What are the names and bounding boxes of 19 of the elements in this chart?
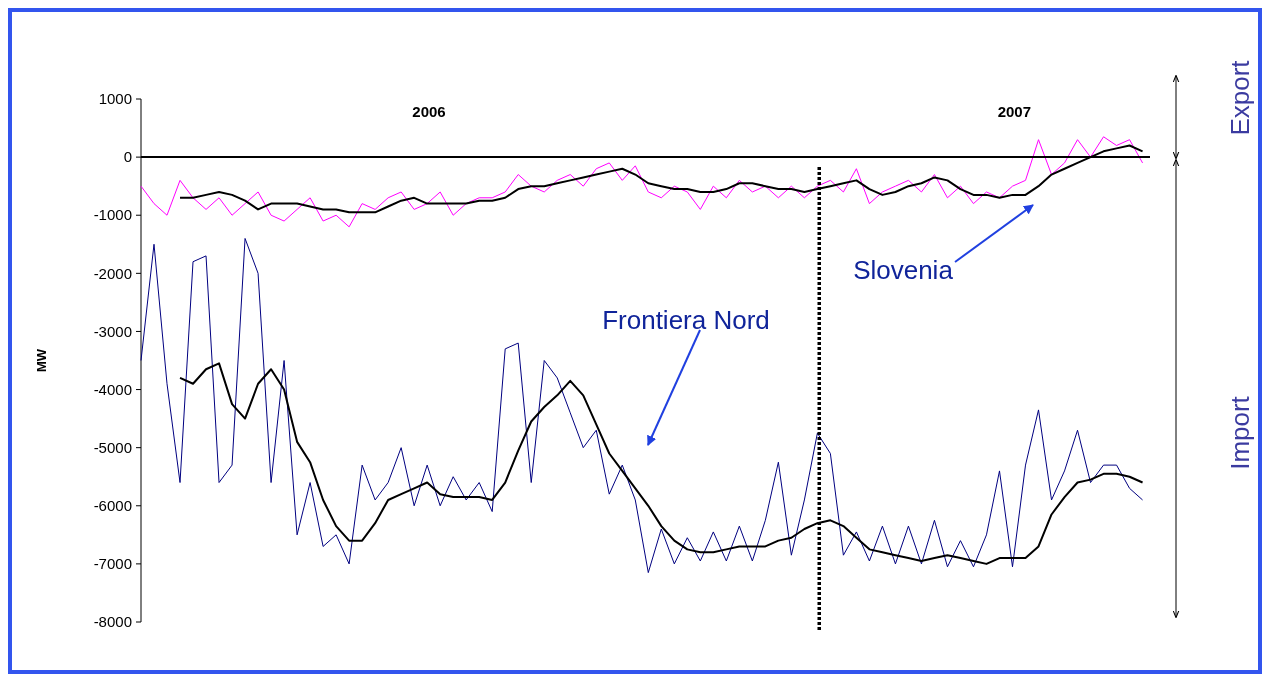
x-tick-label: 2007	[997, 103, 1032, 120]
y-tick-label: 1000	[98, 90, 132, 108]
y-tick-label: -3000	[93, 322, 132, 340]
annotation: Frontiera Nord	[602, 305, 770, 335]
text: Import	[1225, 395, 1256, 470]
y-axis-title: MW	[34, 348, 49, 373]
annotation: Slovenia	[853, 255, 954, 285]
y-tick-label: -2000	[93, 264, 132, 282]
y-tick-label: 0	[123, 148, 132, 166]
x-tick-label: 2006	[412, 103, 446, 120]
line-series	[140, 237, 1144, 574]
y-tick-label: -7000	[93, 555, 132, 573]
y-tick-label: -8000	[93, 613, 132, 631]
y-tick-label: -5000	[93, 438, 132, 456]
y-tick-label: -4000	[93, 380, 132, 398]
line-series	[140, 136, 1144, 228]
text: Export	[1225, 59, 1256, 136]
y-tick-label: -6000	[93, 497, 132, 515]
y-tick-label: -1000	[93, 206, 132, 224]
